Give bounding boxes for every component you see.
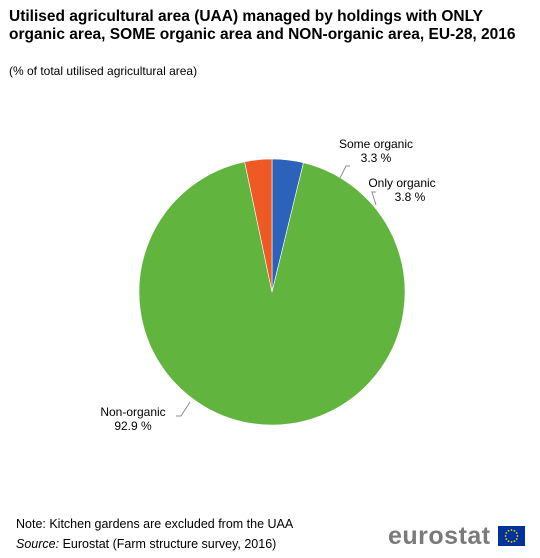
slice-value-label: 92.9 %	[114, 419, 152, 433]
chart-subtitle: (% of total utilised agricultural area)	[9, 64, 198, 78]
leader-line	[371, 191, 377, 206]
flag-star-icon	[507, 529, 510, 532]
flag-star-icon	[504, 535, 507, 537]
slice-value-label: 3.8 %	[395, 190, 426, 204]
slice-label: Only organic	[368, 176, 435, 190]
flag-star-icon	[513, 529, 516, 532]
pie-slice-non-organic	[138, 161, 406, 426]
flag-star-icon	[510, 541, 513, 543]
source-text: Eurostat (Farm structure survey, 2016)	[62, 537, 277, 551]
leader-line	[176, 401, 191, 417]
flag-star-icon	[515, 538, 518, 540]
eu-flag-icon	[498, 526, 525, 546]
flag-star-icon	[505, 538, 508, 540]
leader-line	[339, 165, 350, 179]
flag-star-icon	[505, 532, 508, 534]
slice-label: Some organic	[339, 137, 413, 151]
flag-star-icon	[516, 535, 519, 537]
flag-star-icon	[510, 529, 513, 531]
flag-star-icon	[507, 540, 510, 543]
flag-star-icon	[515, 532, 518, 534]
chart-source: Source: Eurostat (Farm structure survey,…	[16, 537, 276, 551]
pie-slice-some-organic	[244, 158, 273, 293]
source-label: Source:	[16, 537, 60, 551]
chart-title: Utilised agricultural area (UAA) managed…	[9, 8, 516, 43]
slice-label: Non-organic	[100, 405, 165, 419]
eurostat-logo-text: eurostat	[388, 522, 491, 550]
flag-star-icon	[513, 540, 516, 543]
chart-note: Note: Kitchen gardens are excluded from …	[16, 517, 294, 531]
slice-value-label: 3.3 %	[361, 151, 392, 165]
